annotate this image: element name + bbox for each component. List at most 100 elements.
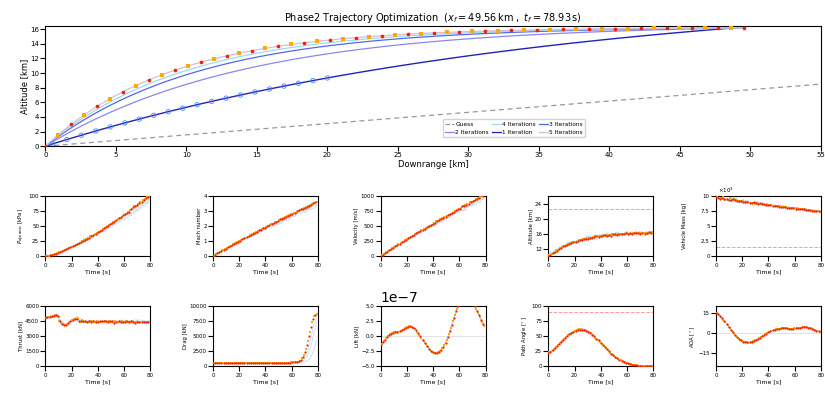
Point (255, 360, 268, 366)
Point (608, 26, 621, 32)
Point (551, 342, 564, 348)
Point (140, 319, 153, 325)
Point (776, 325, 790, 332)
Point (66, 316, 79, 323)
Point (67, 243, 80, 249)
Point (732, 335, 745, 341)
Point (375, 33, 389, 39)
Point (444, 325, 457, 331)
Point (237, 360, 250, 366)
Point (769, 203, 782, 209)
Point (722, 196, 735, 203)
Point (738, 339, 752, 346)
Point (310, 311, 323, 318)
Point (559, 335, 572, 341)
Point (492, 28, 505, 34)
Point (455, 296, 468, 302)
Point (244, 232, 257, 238)
Point (716, 195, 729, 201)
Point (637, 230, 650, 236)
Point (447, 315, 460, 321)
Point (614, 357, 627, 364)
Point (207, 56, 220, 62)
Point (543, 252, 556, 258)
Y-axis label: Altitude [km]: Altitude [km] (529, 208, 534, 244)
Point (612, 356, 625, 362)
Point (736, 338, 749, 344)
Point (268, 219, 281, 225)
Point (794, 206, 808, 212)
Point (263, 86, 276, 92)
Point (440, 337, 453, 343)
Point (464, 296, 477, 303)
Point (309, 199, 322, 205)
Point (628, 230, 641, 236)
Point (710, 194, 724, 200)
Point (606, 352, 620, 359)
Point (69, 242, 83, 248)
Point (639, 230, 653, 236)
Point (613, 230, 626, 237)
Point (637, 363, 650, 369)
Point (626, 230, 639, 236)
Point (644, 230, 658, 236)
Point (276, 216, 290, 222)
Point (783, 325, 796, 332)
Point (419, 225, 432, 231)
Point (745, 338, 758, 345)
Point (252, 360, 265, 366)
Point (804, 207, 817, 214)
Point (64, 318, 77, 324)
Point (238, 360, 251, 366)
Point (42, 253, 55, 259)
Point (222, 360, 235, 366)
Point (337, 35, 350, 42)
Point (620, 230, 634, 237)
Point (578, 327, 591, 333)
Point (630, 230, 644, 236)
Point (289, 359, 302, 365)
Point (125, 206, 139, 212)
Point (800, 207, 813, 214)
Point (632, 230, 645, 236)
Y-axis label: Path Angle [$^\circ$]: Path Angle [$^\circ$] (521, 316, 530, 356)
Point (306, 319, 319, 325)
X-axis label: Downrange [km]: Downrange [km] (398, 160, 469, 169)
Point (770, 326, 783, 332)
Point (428, 350, 441, 356)
Point (248, 230, 261, 237)
Point (40, 253, 53, 259)
Point (761, 201, 774, 208)
Point (214, 249, 227, 255)
Point (379, 336, 392, 343)
Point (806, 208, 819, 214)
Point (362, 33, 375, 40)
Point (55, 320, 68, 327)
Point (443, 211, 456, 217)
Point (126, 204, 139, 210)
Point (603, 349, 616, 356)
Point (47, 251, 60, 257)
Point (789, 206, 802, 212)
Point (323, 37, 337, 43)
Point (243, 232, 257, 238)
Point (453, 29, 466, 35)
Point (271, 218, 284, 225)
Point (423, 223, 436, 229)
Point (48, 251, 61, 257)
Point (275, 359, 288, 366)
Point (66, 243, 79, 249)
Point (50, 312, 63, 318)
Point (781, 205, 794, 211)
Point (721, 197, 734, 203)
Point (744, 199, 757, 206)
Point (291, 208, 304, 214)
Point (41, 314, 54, 321)
Point (582, 236, 595, 242)
Point (393, 241, 406, 247)
Point (307, 200, 320, 206)
Point (384, 331, 398, 337)
Point (597, 343, 610, 349)
Point (265, 221, 278, 227)
Point (451, 206, 464, 212)
